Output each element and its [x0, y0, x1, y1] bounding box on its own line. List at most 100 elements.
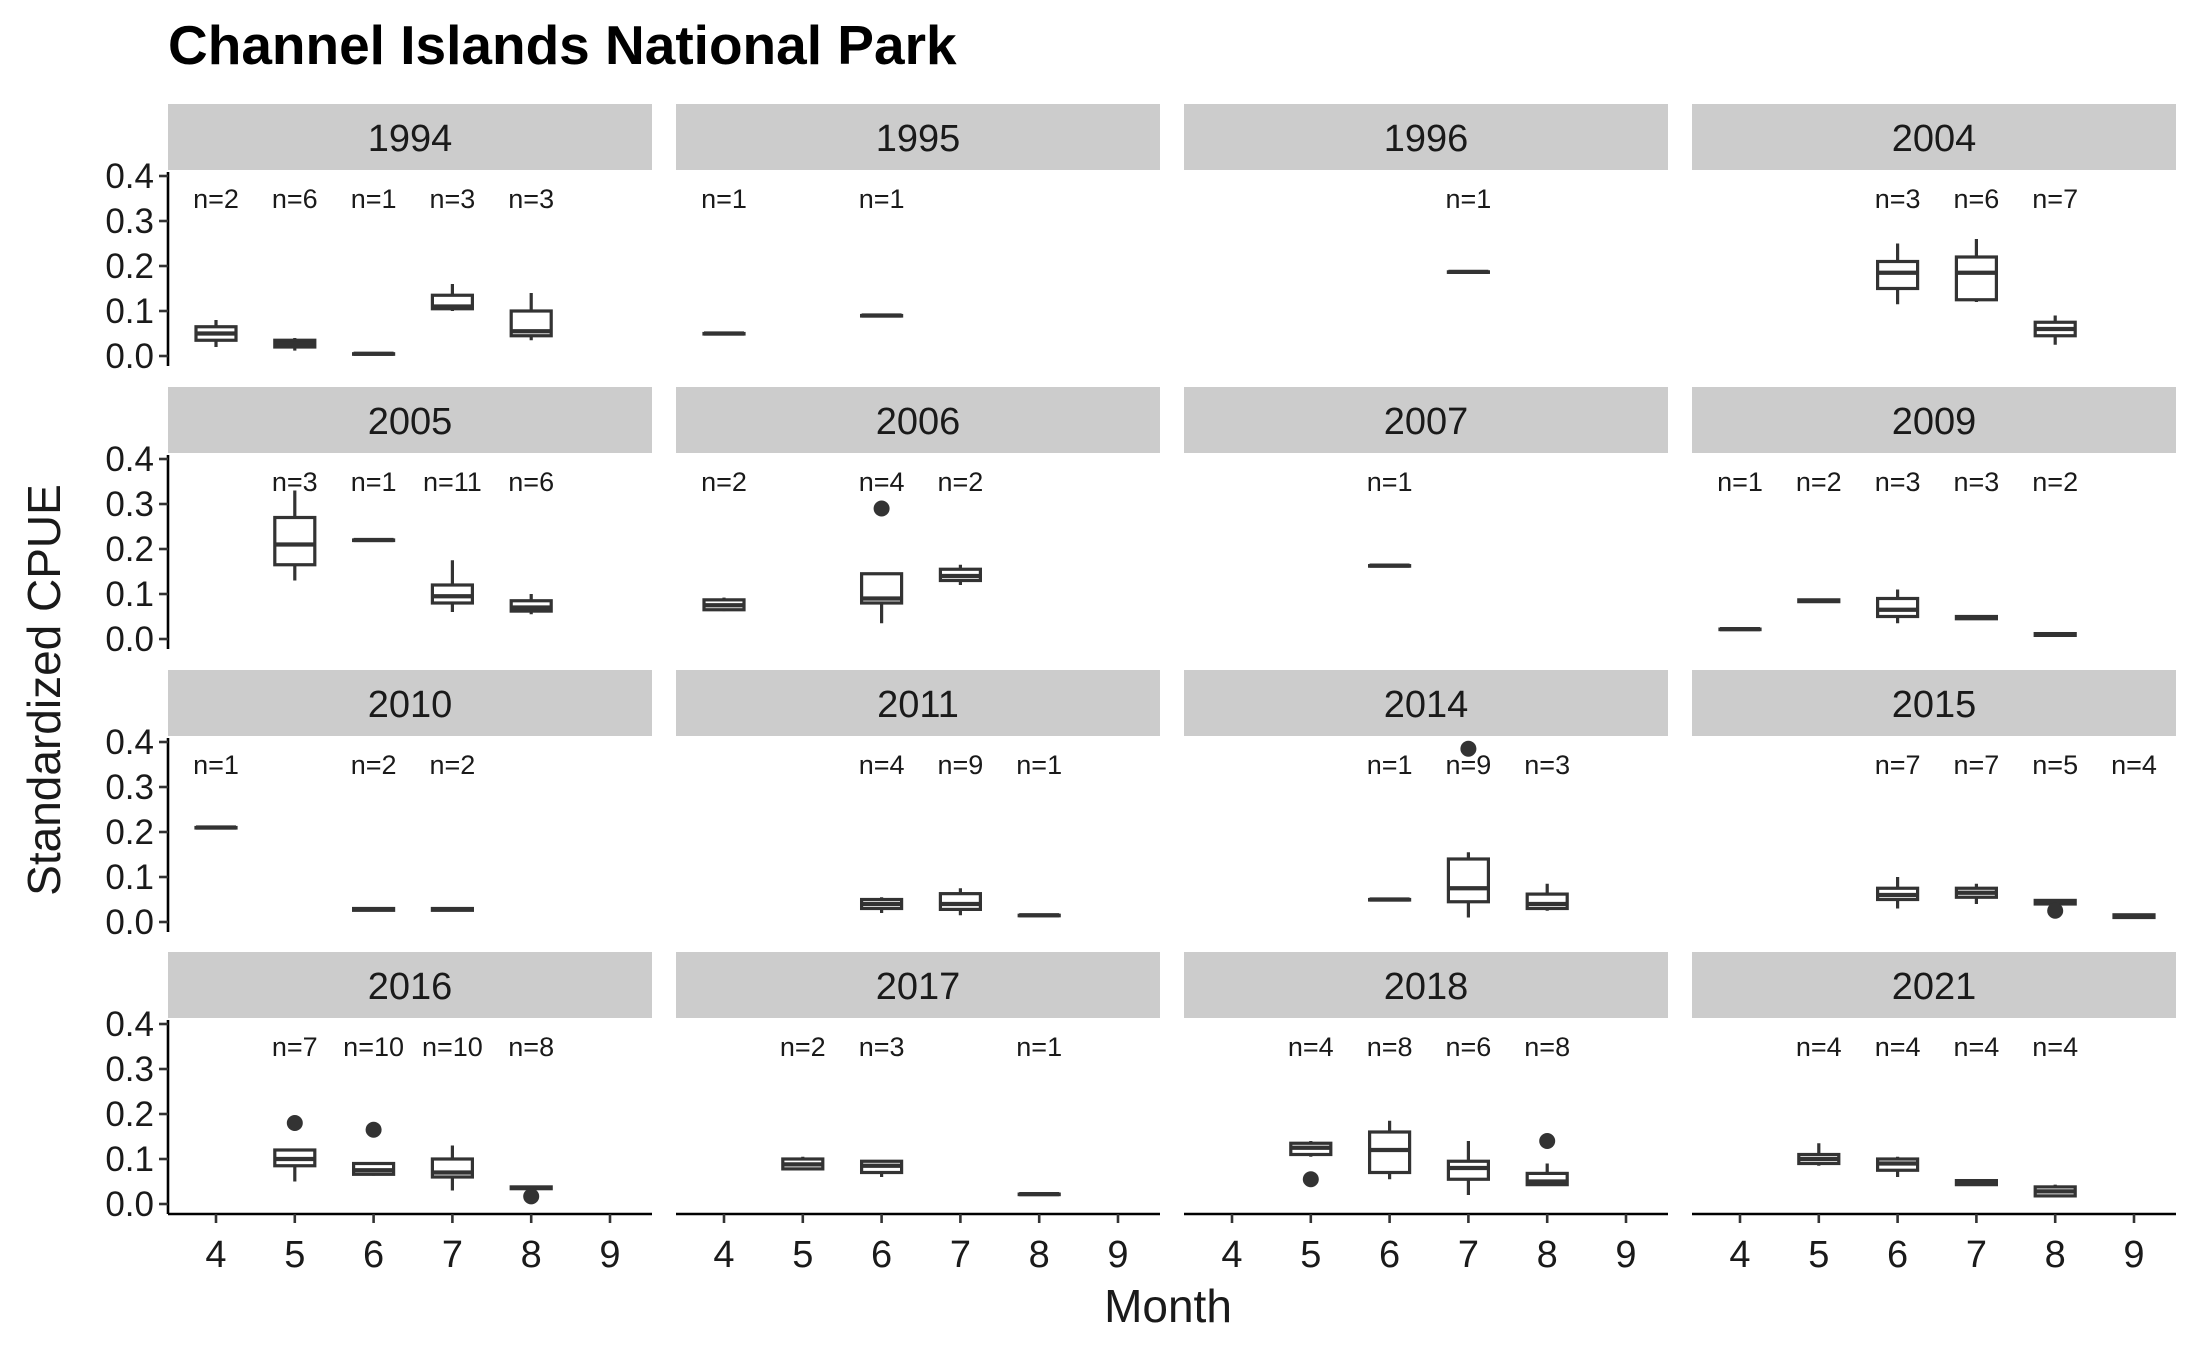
- facet-panels: 1994 0.0 0.1 0.2 0.3 0.4 n=2 n=6 n=1 n=3 n=3 1995 n=…: [105, 104, 2176, 1276]
- facet-strip-2007: [1184, 387, 1668, 453]
- n-label-2016-m7: n=10: [422, 1032, 483, 1062]
- n-label-2011-m7: n=9: [937, 750, 983, 780]
- facet-strip-2011: [676, 670, 1160, 736]
- y-axis-title: Standardized CPUE: [18, 484, 70, 896]
- n-label-2018-m8: n=8: [1524, 1032, 1570, 1062]
- facet-label-2017: 2017: [876, 966, 961, 1008]
- outlier-2018-m8: [1539, 1133, 1556, 1149]
- n-label-2016-m8: n=8: [508, 1032, 554, 1062]
- box-2018-m6: [1367, 1130, 1412, 1175]
- n-label-2005-m8: n=6: [508, 467, 554, 497]
- n-label-2015-m9: n=4: [2111, 750, 2157, 780]
- outlier-2018-m5: [1302, 1171, 1319, 1188]
- facet-label-2005: 2005: [368, 401, 453, 443]
- box-2004-m6: [1875, 259, 1920, 291]
- n-label-2009-m8: n=2: [2032, 467, 2078, 497]
- x-tick-label: 7: [950, 1234, 971, 1276]
- n-label-2010-m6: n=2: [351, 750, 397, 780]
- x-tick-label: 9: [599, 1234, 620, 1276]
- facet-strip-1996: [1184, 104, 1668, 170]
- n-label-2017-m5: n=2: [780, 1032, 826, 1062]
- n-label-2014-m6: n=1: [1367, 750, 1413, 780]
- n-label-2014-m7: n=9: [1445, 750, 1491, 780]
- n-label-2011-m8: n=1: [1016, 750, 1062, 780]
- box-2018-m8: [1525, 1171, 1569, 1187]
- y-tick-label: 0.0: [105, 620, 154, 659]
- x-tick-label: 7: [1458, 1234, 1479, 1276]
- box-2018-m7: [1446, 1159, 1491, 1181]
- y-tick-label: 0.0: [105, 1185, 154, 1224]
- facet-label-2014: 2014: [1384, 684, 1469, 726]
- facet-label-1994: 1994: [368, 118, 453, 160]
- n-label-2009-m7: n=3: [1953, 467, 1999, 497]
- outlier-2016-m6: [365, 1121, 382, 1138]
- facet-label-2004: 2004: [1892, 118, 1977, 160]
- facet-strip-2016: [168, 952, 652, 1018]
- facet-label-2011: 2011: [877, 684, 959, 726]
- facet-label-2007: 2007: [1384, 401, 1469, 443]
- box-2014-m8: [1525, 892, 1569, 911]
- y-tick-label: 0.2: [105, 247, 154, 286]
- n-label-2016-m6: n=10: [343, 1032, 404, 1062]
- y-tick-label: 0.1: [105, 292, 154, 331]
- x-tick-label: 6: [871, 1234, 892, 1276]
- y-tick-label: 0.0: [105, 337, 154, 376]
- n-label-2007-m6: n=1: [1367, 467, 1413, 497]
- x-tick-label: 8: [1537, 1234, 1558, 1276]
- facet-strip-2006: [676, 387, 1160, 453]
- x-tick-label: 7: [442, 1234, 463, 1276]
- facet-strip-1995: [676, 104, 1160, 170]
- box-2004-m7: [1954, 255, 1999, 302]
- n-label-2015-m8: n=5: [2032, 750, 2078, 780]
- outlier-2016-m5: [286, 1115, 303, 1131]
- n-label-2005-m6: n=1: [351, 467, 397, 497]
- x-tick-label: 5: [792, 1234, 813, 1276]
- x-tick-label: 5: [1808, 1234, 1829, 1276]
- x-tick-label: 8: [1029, 1234, 1050, 1276]
- box-2009-m6: [1875, 596, 1920, 619]
- y-tick-label: 0.3: [105, 202, 154, 241]
- outlier-2015-m8: [2047, 902, 2064, 919]
- n-label-2004-m8: n=7: [2032, 184, 2078, 214]
- x-tick-label: 6: [363, 1234, 384, 1276]
- facet-label-2021: 2021: [1892, 966, 1977, 1008]
- n-label-2021-m5: n=4: [1796, 1032, 1842, 1062]
- y-tick-label: 0.0: [105, 903, 154, 942]
- y-tick-label: 0.4: [105, 1005, 154, 1044]
- x-tick-label: 5: [1300, 1234, 1321, 1276]
- y-tick-label: 0.3: [105, 1050, 154, 1089]
- x-tick-label: 8: [2045, 1234, 2066, 1276]
- y-tick-label: 0.1: [105, 858, 154, 897]
- n-label-2018-m6: n=8: [1367, 1032, 1413, 1062]
- facet-strip-2021: [1692, 952, 2176, 1018]
- box-2005-m5: [273, 515, 317, 567]
- n-label-2017-m8: n=1: [1016, 1032, 1062, 1062]
- n-label-2009-m5: n=2: [1796, 467, 1842, 497]
- x-tick-label: 7: [1966, 1234, 1987, 1276]
- y-tick-label: 0.1: [105, 1140, 154, 1179]
- n-label-2005-m7: n=11: [423, 467, 482, 497]
- facet-strip-1994: [168, 104, 652, 170]
- y-tick-label: 0.2: [105, 813, 154, 852]
- facet-strip-2017: [676, 952, 1160, 1018]
- y-tick-label: 0.2: [105, 1095, 154, 1134]
- facet-label-2009: 2009: [1892, 401, 1977, 443]
- n-label-2016-m5: n=7: [272, 1032, 318, 1062]
- n-label-1996-m7: n=1: [1445, 184, 1491, 214]
- n-label-2018-m5: n=4: [1288, 1032, 1334, 1062]
- facet-strip-2014: [1184, 670, 1668, 736]
- n-label-2014-m8: n=3: [1524, 750, 1570, 780]
- n-label-2010-m7: n=2: [429, 750, 475, 780]
- facet-strip-2010: [168, 670, 652, 736]
- n-label-2004-m6: n=3: [1875, 184, 1921, 214]
- n-label-2017-m6: n=3: [859, 1032, 905, 1062]
- facet-strip-2005: [168, 387, 652, 453]
- y-tick-label: 0.4: [105, 723, 154, 762]
- n-label-1994-m8: n=3: [508, 184, 554, 214]
- n-label-2018-m7: n=6: [1445, 1032, 1491, 1062]
- n-label-1994-m6: n=1: [351, 184, 397, 214]
- x-tick-label: 6: [1379, 1234, 1400, 1276]
- x-tick-label: 6: [1887, 1234, 1908, 1276]
